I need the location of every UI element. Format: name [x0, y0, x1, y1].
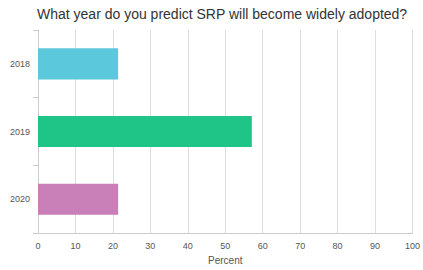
svg-text:90: 90 — [370, 241, 380, 251]
svg-text:70: 70 — [295, 241, 305, 251]
svg-text:60: 60 — [258, 241, 268, 251]
svg-text:50: 50 — [220, 241, 230, 251]
svg-text:0: 0 — [35, 241, 40, 251]
svg-text:What year do you predict SRP w: What year do you predict SRP will become… — [37, 6, 407, 22]
svg-text:30: 30 — [145, 241, 155, 251]
svg-text:2020: 2020 — [10, 194, 30, 204]
svg-text:10: 10 — [70, 241, 80, 251]
svg-text:Percent: Percent — [208, 255, 243, 266]
svg-text:100: 100 — [405, 241, 420, 251]
svg-text:20: 20 — [108, 241, 118, 251]
svg-text:80: 80 — [333, 241, 343, 251]
svg-text:40: 40 — [183, 241, 193, 251]
svg-text:2019: 2019 — [10, 127, 30, 137]
svg-text:2018: 2018 — [10, 59, 30, 69]
